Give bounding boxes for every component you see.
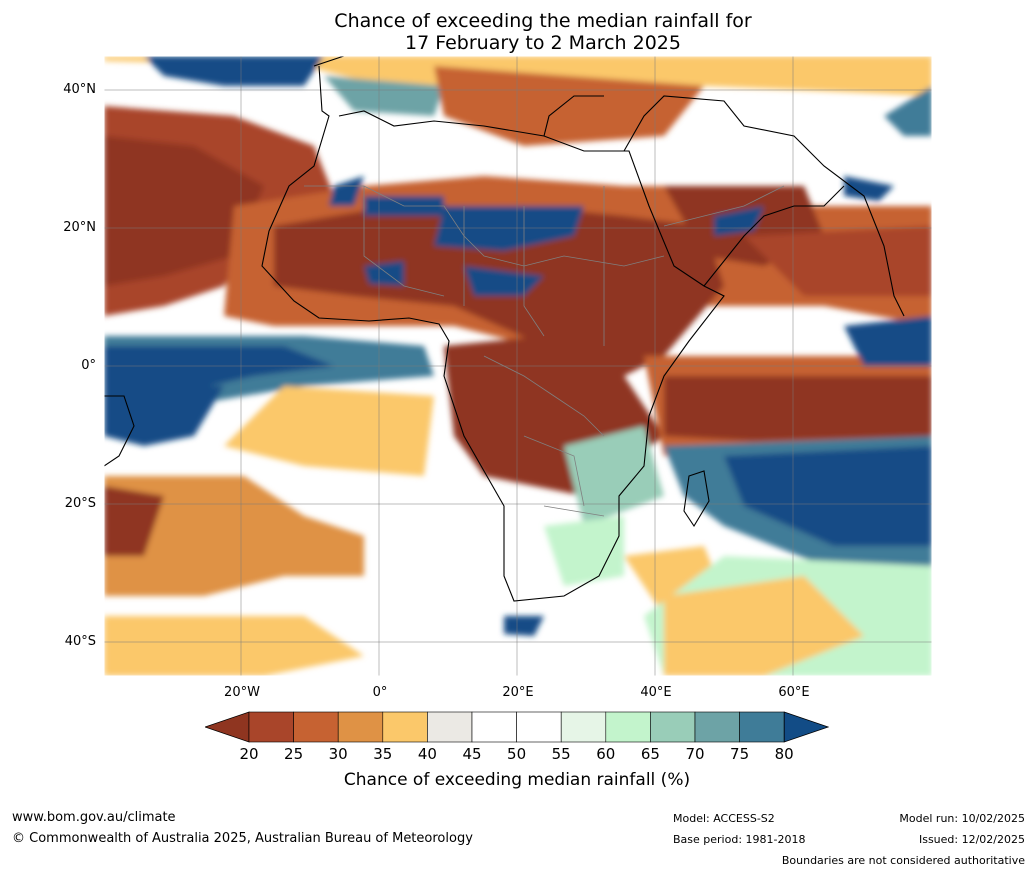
colorbar-tick-label: 65: [640, 745, 660, 763]
colorbar-tick-label: 45: [462, 745, 482, 763]
lat-label-20n: 20°N: [63, 220, 96, 235]
boundaries-disclaimer: Boundaries are not considered authoritat…: [781, 854, 1025, 867]
colorbar-cell: [650, 711, 696, 743]
colorbar-cell: [560, 711, 607, 743]
colorbar-tick-label: 80: [774, 745, 794, 763]
colorbar-cell: [694, 711, 740, 743]
lat-label-40n: 40°N: [63, 82, 96, 97]
graticule: [104, 56, 932, 676]
colorbar-cell: [471, 711, 517, 743]
lon-label-40e: 40°E: [640, 685, 672, 700]
rainfall-map-svg: [104, 56, 932, 676]
colorbar-cell: [605, 711, 651, 743]
lat-label-20s: 20°S: [64, 496, 96, 511]
colorbar-tick-label: 70: [685, 745, 705, 763]
title-line-2: 17 February to 2 March 2025: [404, 32, 681, 54]
colorbar-cells: [205, 711, 829, 743]
colorbar: [205, 711, 829, 743]
lon-label-0: 0°: [372, 685, 388, 700]
rainfall-field: [104, 56, 932, 676]
coastlines: [104, 56, 905, 602]
website-link[interactable]: www.bom.gov.au/climate: [12, 810, 176, 825]
colorbar-cell: [248, 711, 294, 743]
colorbar-cell: [739, 711, 785, 743]
colorbar-tick-label: 40: [417, 745, 437, 763]
colorbar-label: Chance of exceeding median rainfall (%): [343, 770, 691, 790]
base-period: Base period: 1981-2018: [673, 833, 806, 846]
colorbar-tick-label: 30: [328, 745, 348, 763]
map-title: Chance of exceeding the median rainfall …: [0, 10, 1035, 54]
title-line-1: Chance of exceeding the median rainfall …: [334, 10, 752, 32]
colorbar-cell: [293, 711, 339, 743]
lat-label-40s: 40°S: [64, 634, 96, 649]
lon-label-60e: 60°E: [778, 685, 810, 700]
colorbar-tick-label: 50: [507, 745, 527, 763]
colorbar-tick-label: 20: [239, 745, 259, 763]
colorbar-tick-label: 60: [596, 745, 616, 763]
colorbar-cell: [382, 711, 428, 743]
lat-label-0: 0°: [81, 358, 96, 373]
lon-label-20w: 20°W: [224, 685, 260, 700]
colorbar-tick-label: 25: [284, 745, 304, 763]
copyright-text: © Commonwealth of Australia 2025, Austra…: [12, 831, 473, 846]
country-borders: [304, 185, 785, 517]
model-name: Model: ACCESS-S2: [673, 812, 775, 825]
colorbar-arrow-low: [205, 711, 250, 743]
colorbar-tick-label: 55: [551, 745, 571, 763]
colorbar-tick-label: 75: [730, 745, 750, 763]
colorbar-cell: [427, 711, 473, 743]
model-run-date: Model run: 10/02/2025: [899, 812, 1025, 825]
lon-label-20e: 20°E: [502, 685, 534, 700]
rainfall-map: [104, 56, 932, 676]
colorbar-cell: [516, 711, 562, 743]
colorbar-cell: [337, 711, 384, 743]
colorbar-tick-label: 35: [373, 745, 393, 763]
issued-date: Issued: 12/02/2025: [918, 833, 1025, 846]
colorbar-arrow-high: [783, 711, 829, 743]
